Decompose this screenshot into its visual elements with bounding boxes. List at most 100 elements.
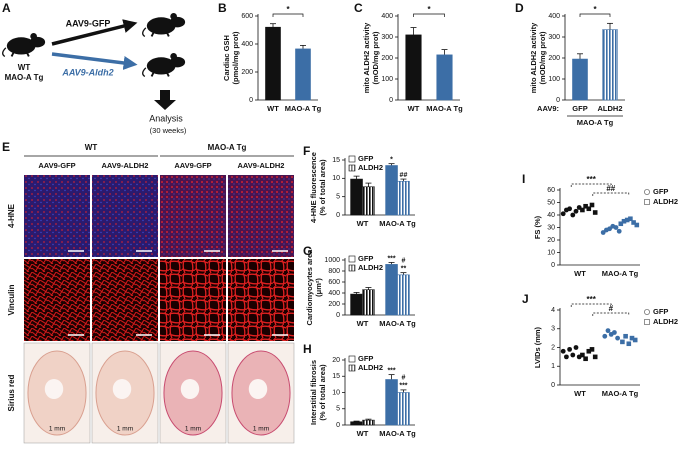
bar <box>350 293 363 316</box>
panel-label: D <box>515 1 524 15</box>
x-tick-label: MAO-A Tg <box>602 389 639 398</box>
y-tick-label: 20 <box>332 357 340 364</box>
significance-mark: * <box>390 157 393 164</box>
mouse-icon <box>142 51 187 78</box>
significance-bracket <box>592 312 630 316</box>
x-tick-label: MAO-A Tg <box>379 219 416 228</box>
y-tick-label: 30 <box>547 224 555 231</box>
panel-a: WT MAO-A Tg AAV9-GFP AAV9-Aldh2 Analysis… <box>2 11 187 135</box>
legend-swatch <box>348 364 356 372</box>
significance-bracket <box>413 13 445 17</box>
x-tick-label: WT <box>574 389 586 398</box>
point <box>583 356 588 362</box>
panel-label: E <box>2 140 10 154</box>
y-tick-label: 200 <box>381 55 393 62</box>
bar <box>405 34 422 101</box>
point <box>632 337 638 343</box>
arrow <box>51 19 138 46</box>
legend-label: ALDH2 <box>358 163 383 172</box>
legend-swatch <box>348 155 356 163</box>
point <box>623 333 628 339</box>
panel-label: B <box>218 1 227 15</box>
significance-bracket <box>579 13 611 17</box>
column-label: AAV9-GFP <box>38 161 75 170</box>
y-tick-label: 0 <box>389 97 393 104</box>
point <box>616 228 622 234</box>
x-tick-label: MAO-A Tg <box>379 319 416 328</box>
column-label: AAV9-GFP <box>174 161 211 170</box>
significance-mark: * <box>593 5 597 14</box>
y-tick-label: 300 <box>548 34 560 41</box>
y-tick-label: 20 <box>547 237 555 244</box>
bar <box>385 264 398 316</box>
x-tick-label: WT <box>357 219 369 228</box>
significance-mark: *** <box>587 175 597 184</box>
point <box>621 218 627 224</box>
point <box>624 217 630 223</box>
x-tick-label: MAO-A Tg <box>602 269 639 278</box>
y-tick-label: 200 <box>241 69 253 76</box>
significance-mark: * <box>286 5 290 14</box>
scale-label: 1 mm <box>253 426 269 433</box>
legend-label: GFP <box>358 354 373 363</box>
point <box>586 348 592 354</box>
heart-lumen <box>180 379 200 399</box>
treatment-label: AAV9-GFP <box>66 18 111 28</box>
y-tick-label: 0 <box>336 212 340 219</box>
row-label: Sirius red <box>7 374 16 411</box>
duration-label: (30 weeks) <box>150 126 187 135</box>
y-axis-title: mito ALDH2 activity <box>362 22 371 93</box>
y-tick-label: 0 <box>336 312 340 319</box>
significance-bracket <box>570 183 612 187</box>
y-axis-title: (mOD/mg prot) <box>371 31 380 84</box>
legend-swatch <box>348 164 356 172</box>
legend-label: GFP <box>358 154 373 163</box>
micrograph <box>228 259 294 341</box>
point <box>570 352 576 358</box>
y-axis-title: Interstitial fibrosis <box>309 360 318 425</box>
x-tick-label: WT <box>357 429 369 438</box>
point <box>618 221 624 227</box>
y-tick-label: 200 <box>328 301 340 308</box>
point <box>615 335 620 341</box>
y-axis-title: (mOD/mg prot) <box>538 31 547 84</box>
y-axis-title: (% of total area) <box>318 159 327 216</box>
y-tick-label: 4 <box>551 307 555 314</box>
legend-marker <box>644 308 651 315</box>
y-axis-title: (μm²) <box>314 278 323 297</box>
bar <box>265 26 281 101</box>
legend-swatch <box>348 255 356 263</box>
y-tick-label: 1 <box>551 363 555 370</box>
significance-mark: ** <box>401 265 407 272</box>
bar <box>295 48 311 101</box>
bar <box>350 178 363 216</box>
panel-label: G <box>303 244 312 258</box>
point <box>589 347 595 352</box>
legend-swatch <box>348 264 356 272</box>
point <box>628 216 633 222</box>
x-prefix: AAV9: <box>537 104 559 113</box>
y-tick-label: 10 <box>547 249 555 256</box>
y-tick-label: 400 <box>381 13 393 20</box>
y-axis-title: (pmol/mg prot) <box>231 31 240 84</box>
y-axis-title: (% of total area) <box>318 364 327 421</box>
significance-bracket <box>272 13 304 17</box>
point <box>573 345 579 350</box>
point <box>602 333 608 339</box>
point <box>564 354 569 360</box>
bar <box>350 421 363 426</box>
y-tick-label: 3 <box>551 326 555 333</box>
y-tick-label: 600 <box>241 13 253 20</box>
y-tick-label: 5 <box>336 406 340 413</box>
outcome-label: Analysis <box>149 113 183 123</box>
y-tick-label: 400 <box>548 13 560 20</box>
significance-mark: *** <box>587 295 597 304</box>
micrograph <box>92 259 158 341</box>
y-tick-label: 400 <box>241 41 253 48</box>
bar <box>572 58 588 101</box>
point <box>589 202 595 208</box>
legend-label: ALDH2 <box>653 197 678 206</box>
point <box>570 212 576 218</box>
mouse-label: MAO-A Tg <box>5 73 44 82</box>
